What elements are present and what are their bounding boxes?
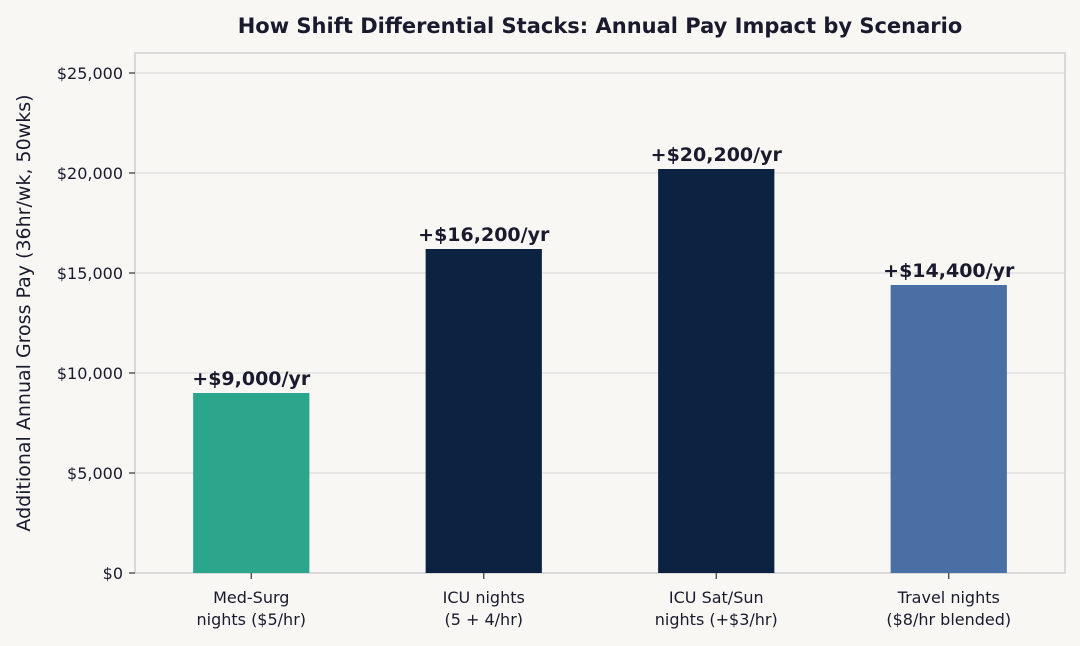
x-tick-label: nights (+$3/hr) (655, 610, 778, 629)
bar (425, 249, 542, 573)
bar-value-label: +$20,200/yr (651, 144, 783, 166)
y-tick-label: $0 (103, 564, 123, 583)
x-tick-label: ($8/hr blended) (886, 610, 1011, 629)
bar (193, 393, 310, 573)
bar (890, 285, 1007, 573)
y-tick-label: $5,000 (67, 464, 123, 483)
bar (658, 169, 775, 573)
bar-value-label: +$9,000/yr (192, 368, 311, 390)
y-tick-label: $10,000 (57, 364, 123, 383)
x-tick-label: ICU nights (443, 588, 525, 607)
y-axis-label: Additional Annual Gross Pay (36hr/wk, 50… (13, 94, 35, 531)
x-tick-label: Med-Surg (213, 588, 289, 607)
y-tick-label: $15,000 (57, 264, 123, 283)
chart-title: How Shift Differential Stacks: Annual Pa… (238, 14, 963, 38)
y-tick-label: $20,000 (57, 164, 123, 183)
x-tick-label: (5 + 4/hr) (444, 610, 523, 629)
x-tick-label: ICU Sat/Sun (669, 588, 764, 607)
bar-value-label: +$14,400/yr (883, 260, 1015, 282)
y-tick-label: $25,000 (57, 64, 123, 83)
x-tick-label: nights ($5/hr) (196, 610, 306, 629)
bar-value-label: +$16,200/yr (418, 224, 550, 246)
x-tick-label: Travel nights (897, 588, 1000, 607)
